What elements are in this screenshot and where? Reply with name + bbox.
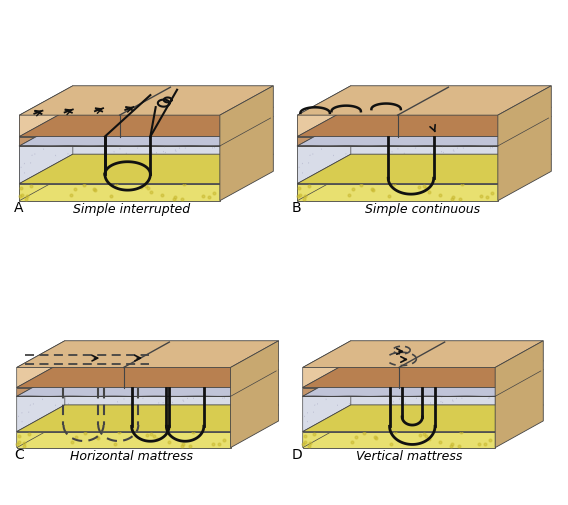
Text: D: D xyxy=(292,447,303,461)
Text: Vertical mattress: Vertical mattress xyxy=(357,449,463,463)
Polygon shape xyxy=(303,405,351,448)
Text: Simple continuous: Simple continuous xyxy=(365,203,481,216)
Polygon shape xyxy=(16,361,279,388)
Polygon shape xyxy=(298,86,552,116)
Text: C: C xyxy=(14,447,24,461)
Polygon shape xyxy=(303,432,495,448)
Polygon shape xyxy=(298,86,351,137)
Polygon shape xyxy=(19,137,220,146)
Polygon shape xyxy=(220,86,273,201)
Polygon shape xyxy=(19,116,220,137)
Polygon shape xyxy=(16,388,231,396)
Polygon shape xyxy=(19,108,73,146)
Polygon shape xyxy=(298,137,498,146)
Polygon shape xyxy=(303,388,495,396)
Polygon shape xyxy=(16,361,65,396)
Polygon shape xyxy=(303,396,495,432)
Polygon shape xyxy=(298,155,552,184)
Polygon shape xyxy=(19,86,273,116)
Polygon shape xyxy=(303,368,495,388)
Text: A: A xyxy=(14,200,23,215)
Polygon shape xyxy=(303,405,543,432)
Polygon shape xyxy=(303,341,351,388)
Polygon shape xyxy=(498,86,552,201)
Polygon shape xyxy=(19,155,73,201)
Polygon shape xyxy=(495,341,543,448)
Polygon shape xyxy=(16,341,65,388)
Polygon shape xyxy=(19,146,220,184)
Polygon shape xyxy=(298,108,351,146)
Polygon shape xyxy=(16,405,279,432)
Polygon shape xyxy=(303,370,543,396)
Polygon shape xyxy=(298,117,351,184)
Polygon shape xyxy=(298,146,498,184)
Polygon shape xyxy=(19,155,273,184)
Polygon shape xyxy=(303,370,351,432)
Polygon shape xyxy=(298,116,498,137)
Polygon shape xyxy=(298,155,351,201)
Polygon shape xyxy=(19,184,220,201)
Polygon shape xyxy=(16,396,231,432)
Polygon shape xyxy=(16,370,279,396)
Polygon shape xyxy=(303,361,351,396)
Polygon shape xyxy=(16,341,279,368)
Polygon shape xyxy=(16,368,231,388)
Text: B: B xyxy=(292,200,302,215)
Polygon shape xyxy=(16,432,231,448)
Polygon shape xyxy=(298,184,498,201)
Polygon shape xyxy=(16,405,65,448)
Polygon shape xyxy=(303,361,543,388)
Polygon shape xyxy=(19,117,273,146)
Text: Simple interrupted: Simple interrupted xyxy=(73,203,190,216)
Polygon shape xyxy=(19,117,73,184)
Polygon shape xyxy=(303,341,543,368)
Text: Horizontal mattress: Horizontal mattress xyxy=(70,449,193,463)
Polygon shape xyxy=(19,108,273,137)
Polygon shape xyxy=(19,86,73,137)
Polygon shape xyxy=(298,108,552,137)
Polygon shape xyxy=(231,341,279,448)
Polygon shape xyxy=(298,117,552,146)
Polygon shape xyxy=(16,370,65,432)
